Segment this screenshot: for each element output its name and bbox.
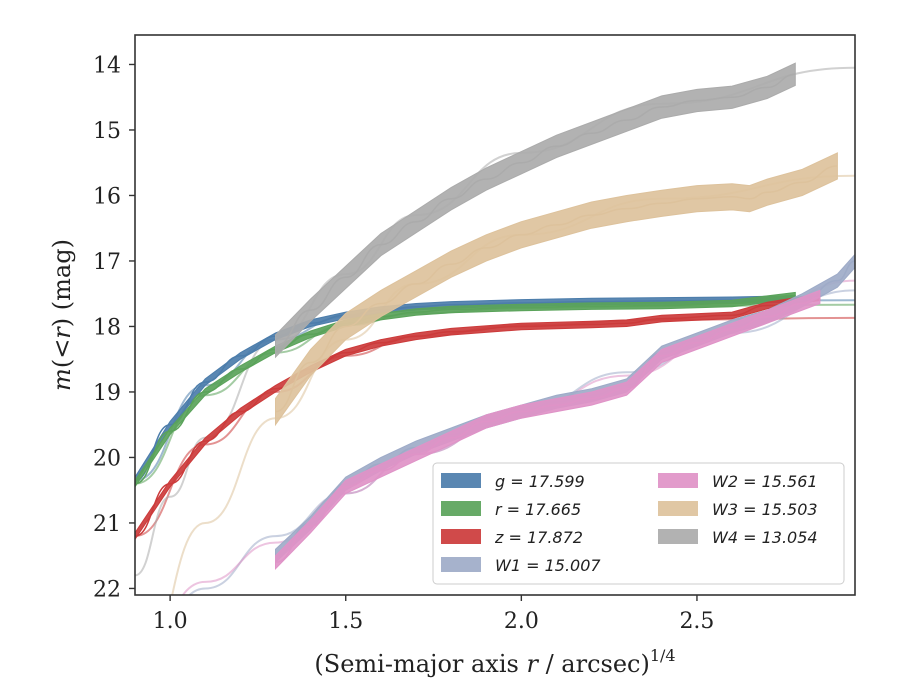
legend-label: W3 = 15.503: [712, 500, 818, 519]
legend-label: r = 17.665: [495, 500, 581, 519]
y-tick-label: 22: [93, 577, 121, 602]
legend: g = 17.599 r = 17.665 z = 17.872 W1 = 15.00…: [432, 462, 845, 585]
legend-item: W4 = 13.054: [658, 528, 818, 547]
legend-swatch: [441, 529, 481, 544]
legend-swatch: [658, 529, 698, 544]
line-w3-15-503: [275, 165, 838, 413]
legend-item: W1 = 15.007: [441, 556, 601, 575]
legend-item: g = 17.599: [441, 472, 585, 491]
y-tick-label: 17: [93, 250, 121, 275]
legend-swatch: [658, 501, 698, 516]
x-tick-label: 1.5: [328, 609, 363, 634]
legend-item: W2 = 15.561: [658, 472, 818, 491]
legend-label: z = 17.872: [494, 528, 583, 547]
x-axis-label: (Semi-major axis r / arcsec)1/4: [314, 646, 675, 678]
legend-item: z = 17.872: [441, 528, 583, 547]
y-tick-label: 16: [93, 184, 121, 209]
axes: 1.0 1.5 2.0 2.5 14 15 16 17 18 19 20 21 22 (Semi-majo…: [48, 34, 856, 678]
y-tick-label: 19: [93, 381, 121, 406]
band-w3-15-503: [275, 152, 838, 427]
legend-label: g = 17.599: [495, 472, 585, 491]
legend-swatch: [441, 557, 481, 572]
legend-label: W1 = 15.007: [495, 556, 601, 575]
legend-label: W2 = 15.561: [712, 472, 818, 491]
y-axis-label: m(<r) (mag): [48, 239, 76, 391]
legend-item: W3 = 15.503: [658, 500, 818, 519]
x-tick-label: 2.0: [504, 609, 539, 634]
legend-swatch: [441, 473, 481, 488]
line-w2-15-561: [275, 296, 820, 564]
band-w4-13-054: [275, 62, 796, 359]
band-g-17-599: [135, 295, 796, 485]
line-g-17-599: [135, 298, 796, 482]
legend-swatch: [658, 473, 698, 488]
legend-label: W4 = 13.054: [712, 528, 818, 547]
y-tick-label: 18: [93, 315, 121, 340]
legend-item: r = 17.665: [441, 500, 581, 519]
legend-box: [432, 462, 845, 585]
band-w2-15-561: [275, 289, 821, 571]
x-tick-label: 2.5: [679, 609, 714, 634]
band-r-17-665: [135, 291, 796, 488]
line-z-17-872: [135, 296, 820, 537]
data-bands: [135, 62, 855, 571]
y-tick-label: 20: [93, 446, 121, 471]
y-tick-label: 14: [93, 53, 121, 78]
plot-frame: [134, 34, 856, 596]
legend-swatch: [441, 501, 481, 516]
model-curves: [135, 66, 855, 595]
line-r-17-665: [135, 294, 796, 485]
x-tick-label: 1.0: [153, 609, 188, 634]
y-tick-label: 15: [93, 119, 121, 144]
y-tick-label: 21: [93, 512, 121, 537]
line-w4-13-054: [275, 73, 796, 347]
